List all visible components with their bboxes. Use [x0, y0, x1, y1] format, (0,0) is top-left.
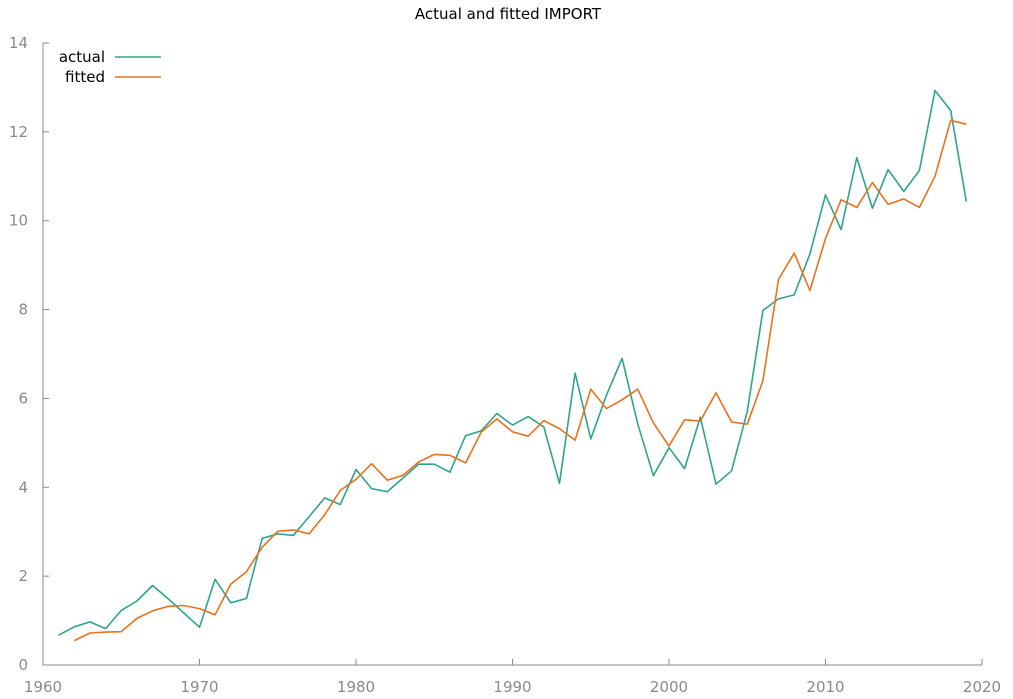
- x-tick-label: 1980: [337, 678, 375, 696]
- x-tick-label: 1960: [24, 678, 62, 696]
- legend-label-fitted: fitted: [65, 68, 105, 86]
- y-tick-label: 4: [18, 478, 28, 496]
- chart-title: Actual and fitted IMPORT: [415, 5, 602, 23]
- x-tick-label: 1990: [493, 678, 531, 696]
- y-tick-label: 8: [18, 301, 28, 319]
- y-tick-label: 12: [9, 123, 28, 141]
- series-layer: [58, 89, 968, 642]
- x-tick-label: 2010: [806, 678, 844, 696]
- x-tick-label: 2000: [650, 678, 688, 696]
- y-tick-label: 10: [9, 212, 28, 230]
- x-tick-label: 2020: [963, 678, 1001, 696]
- y-tick-label: 14: [9, 34, 28, 52]
- legend: actual fitted: [59, 48, 161, 86]
- series-line-actual: [58, 89, 968, 636]
- y-tick-label: 6: [18, 389, 28, 407]
- y-tick-label: 2: [18, 567, 28, 585]
- legend-label-actual: actual: [59, 48, 105, 66]
- axes: 1960 1970 1980 1990 2000 2010 2020 0 2 4 6 8 10 12 14: [9, 34, 1001, 696]
- y-tick-label: 0: [18, 656, 28, 674]
- series-line-fitted: [73, 119, 967, 642]
- x-tick-label: 1970: [180, 678, 218, 696]
